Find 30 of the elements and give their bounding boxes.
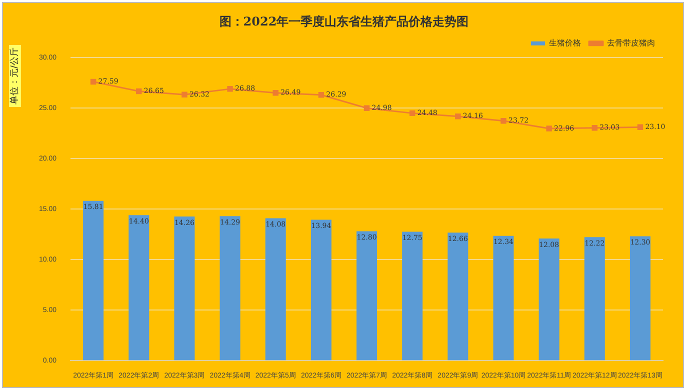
bar [493,236,514,360]
legend-label: 生猪价格 [549,38,581,48]
bar [538,238,560,360]
point [500,118,506,124]
bar [174,216,195,360]
bar [402,232,423,360]
point [546,126,552,132]
point [182,92,188,98]
point [455,114,461,120]
bar [128,215,150,360]
point [592,124,598,131]
point [318,92,324,98]
bar [448,232,468,360]
bar [584,237,605,360]
bar [310,220,332,360]
bar [220,216,240,360]
y-axis-title: 单位：元/公斤 [9,45,21,107]
chart-title: 图：2022年一季度山东省生猪产品价格走势图 [219,14,469,28]
bar [630,236,650,360]
point [272,90,278,96]
point [90,78,96,85]
point [136,88,142,94]
bar [356,231,378,360]
bar [83,200,104,360]
point [409,110,416,116]
point [364,105,370,112]
legend-label: 去骨带皮猪肉 [607,38,655,48]
point [227,86,233,92]
point [637,124,644,130]
bar [265,218,286,360]
